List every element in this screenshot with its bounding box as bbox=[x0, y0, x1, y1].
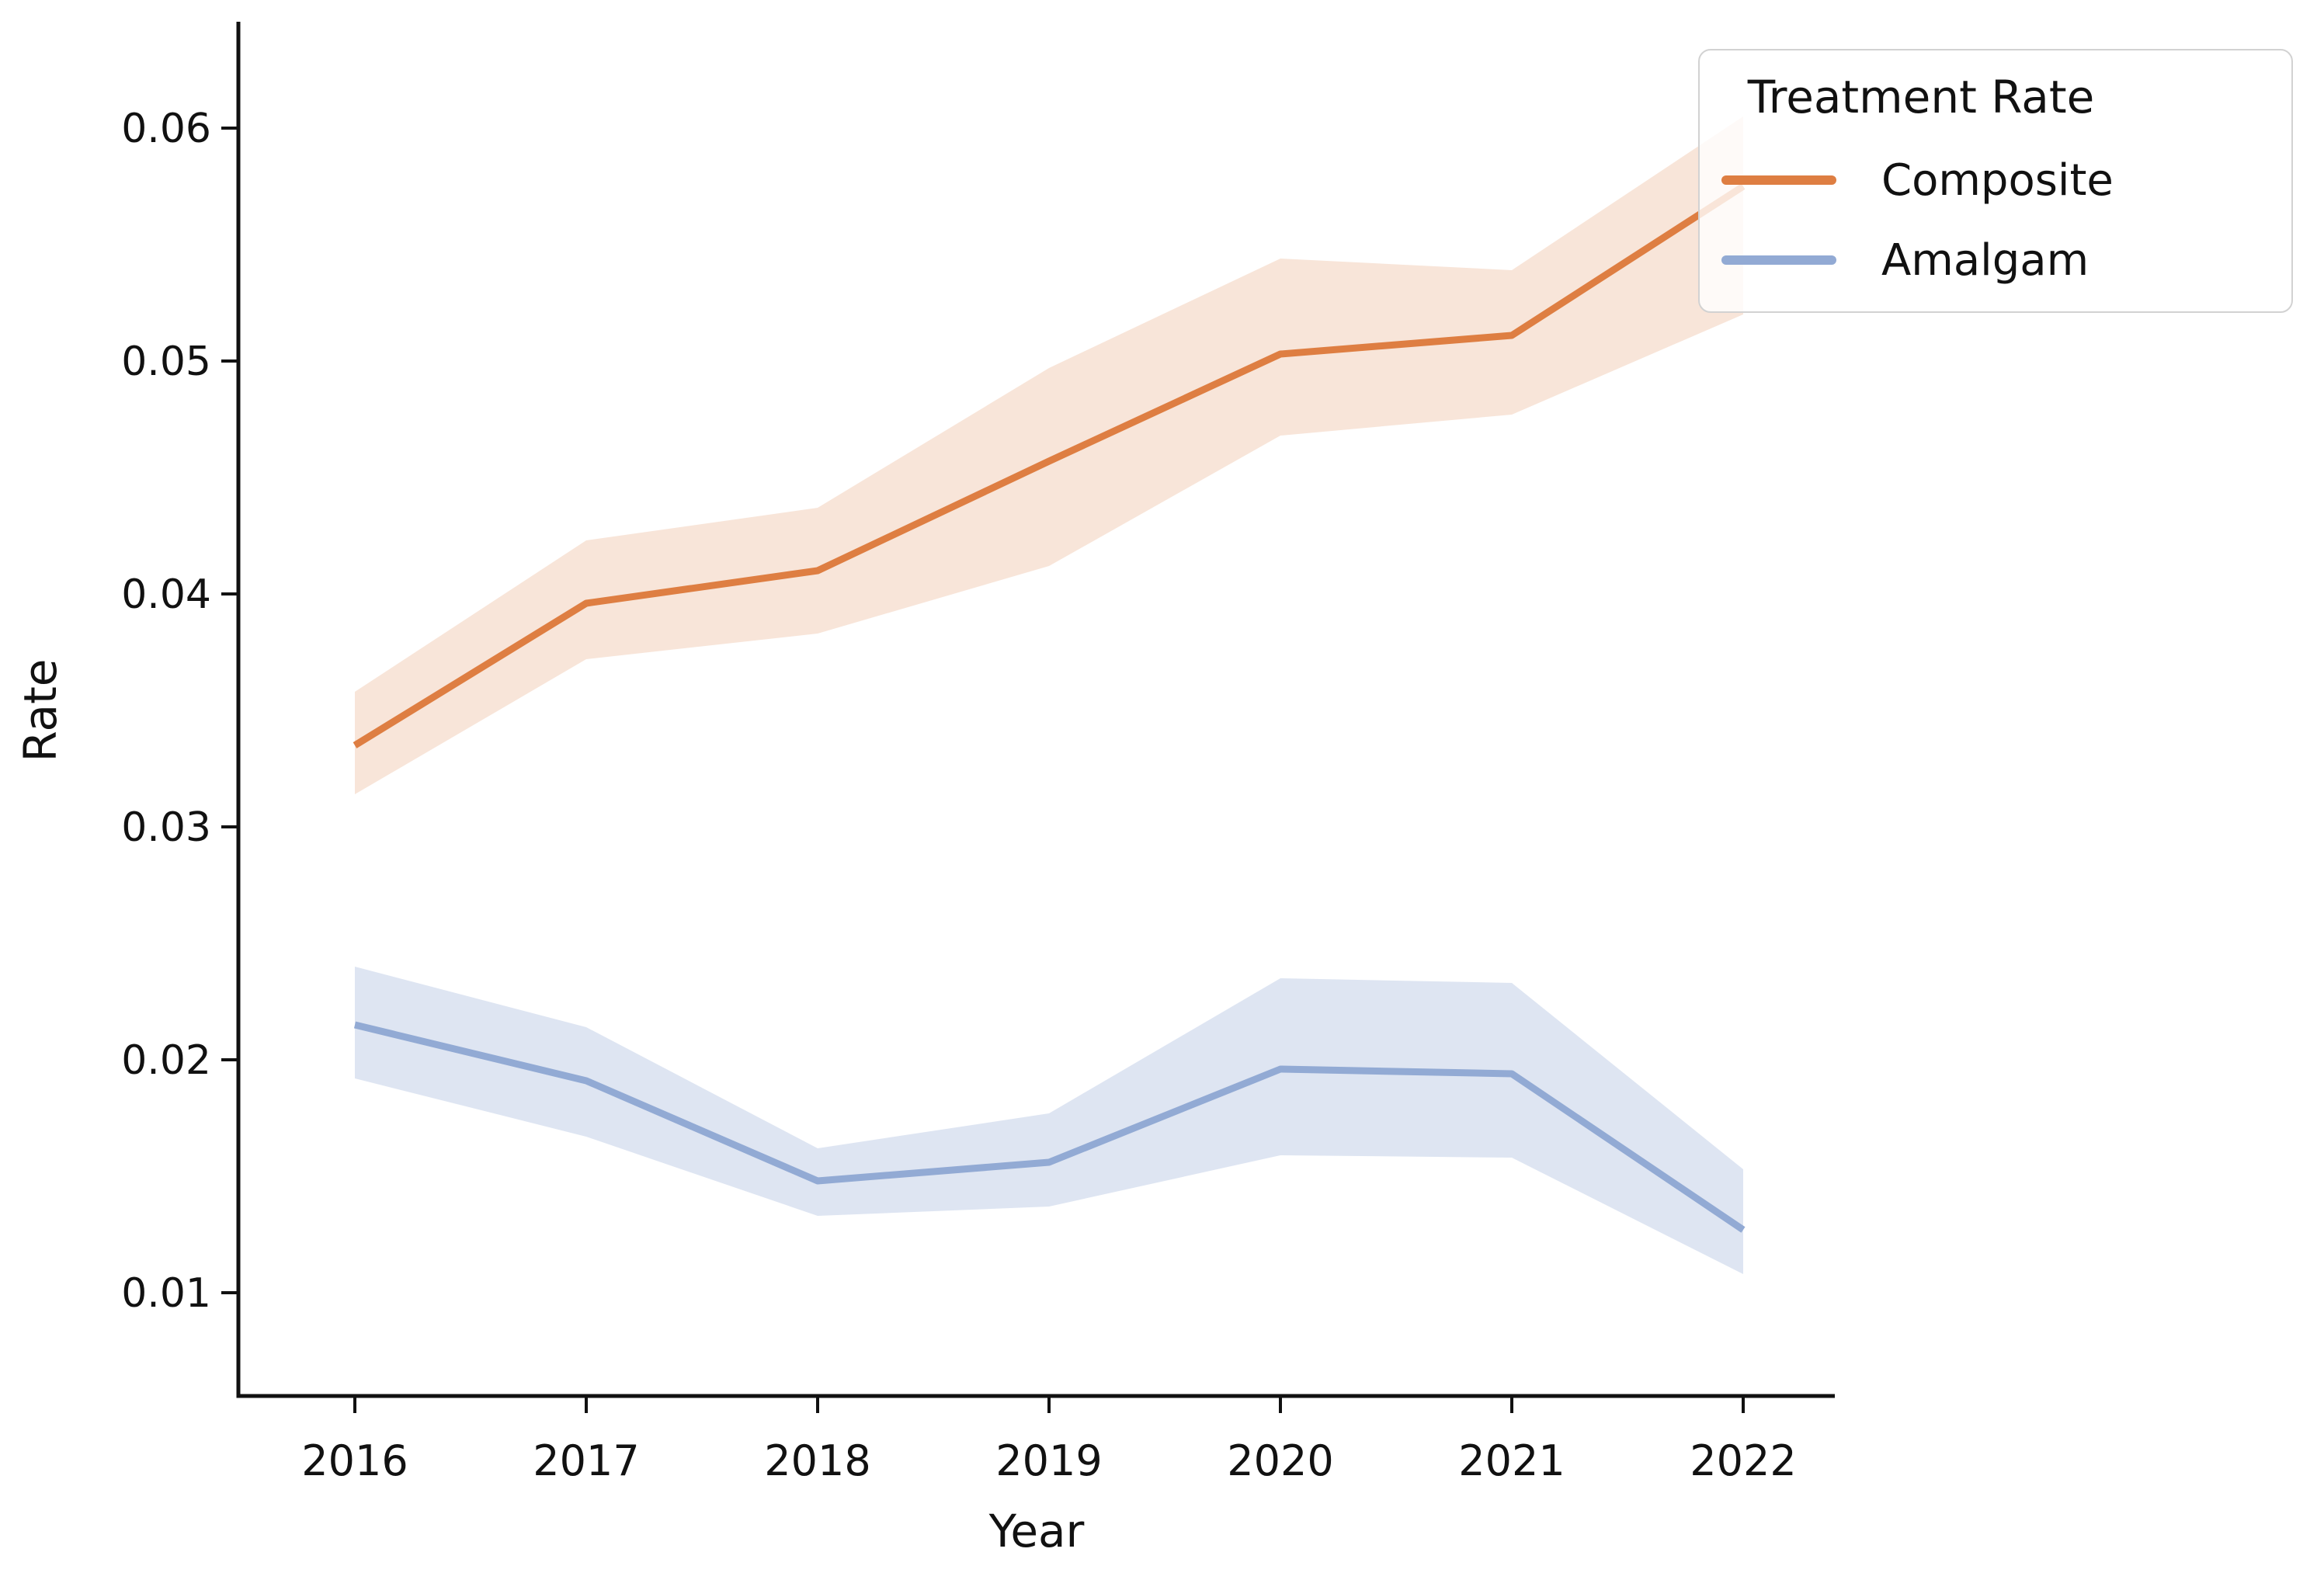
y-tick-label: 0.06 bbox=[121, 106, 211, 152]
y-axis-label: Rate bbox=[14, 659, 67, 762]
legend-entry-label: Amalgam bbox=[1881, 234, 2090, 286]
x-tick-label: 2016 bbox=[301, 1436, 408, 1485]
x-tick-label: 2018 bbox=[764, 1436, 870, 1485]
y-tick-label: 0.03 bbox=[121, 804, 211, 851]
y-tick-label: 0.04 bbox=[121, 571, 211, 618]
composite-line bbox=[353, 183, 1746, 748]
legend-entry-label: Composite bbox=[1881, 155, 2114, 206]
composite-line-swatch bbox=[1721, 175, 1836, 185]
y-tick-label: 0.05 bbox=[121, 339, 211, 385]
x-tick-label: 2017 bbox=[533, 1436, 639, 1485]
x-tick-label: 2019 bbox=[995, 1436, 1102, 1485]
x-axis-label: Year bbox=[988, 1505, 1085, 1557]
legend-entry-composite: Composite bbox=[1721, 152, 2114, 208]
x-tick-label: 2022 bbox=[1690, 1436, 1796, 1485]
y-tick-label: 0.01 bbox=[121, 1270, 211, 1317]
composite-confidence-band bbox=[355, 116, 1743, 794]
x-tick-label: 2020 bbox=[1227, 1436, 1333, 1485]
amalgam-confidence-band bbox=[355, 967, 1743, 1274]
amalgam-line bbox=[353, 1021, 1746, 1233]
legend-box: Treatment Rate Composite Amalgam bbox=[1698, 49, 2293, 313]
legend-entry-amalgam: Amalgam bbox=[1721, 232, 2089, 288]
legend-title: Treatment Rate bbox=[1747, 71, 2095, 123]
y-tick-label: 0.02 bbox=[121, 1037, 211, 1084]
x-tick-label: 2021 bbox=[1458, 1436, 1565, 1485]
amalgam-line-swatch bbox=[1721, 255, 1836, 265]
